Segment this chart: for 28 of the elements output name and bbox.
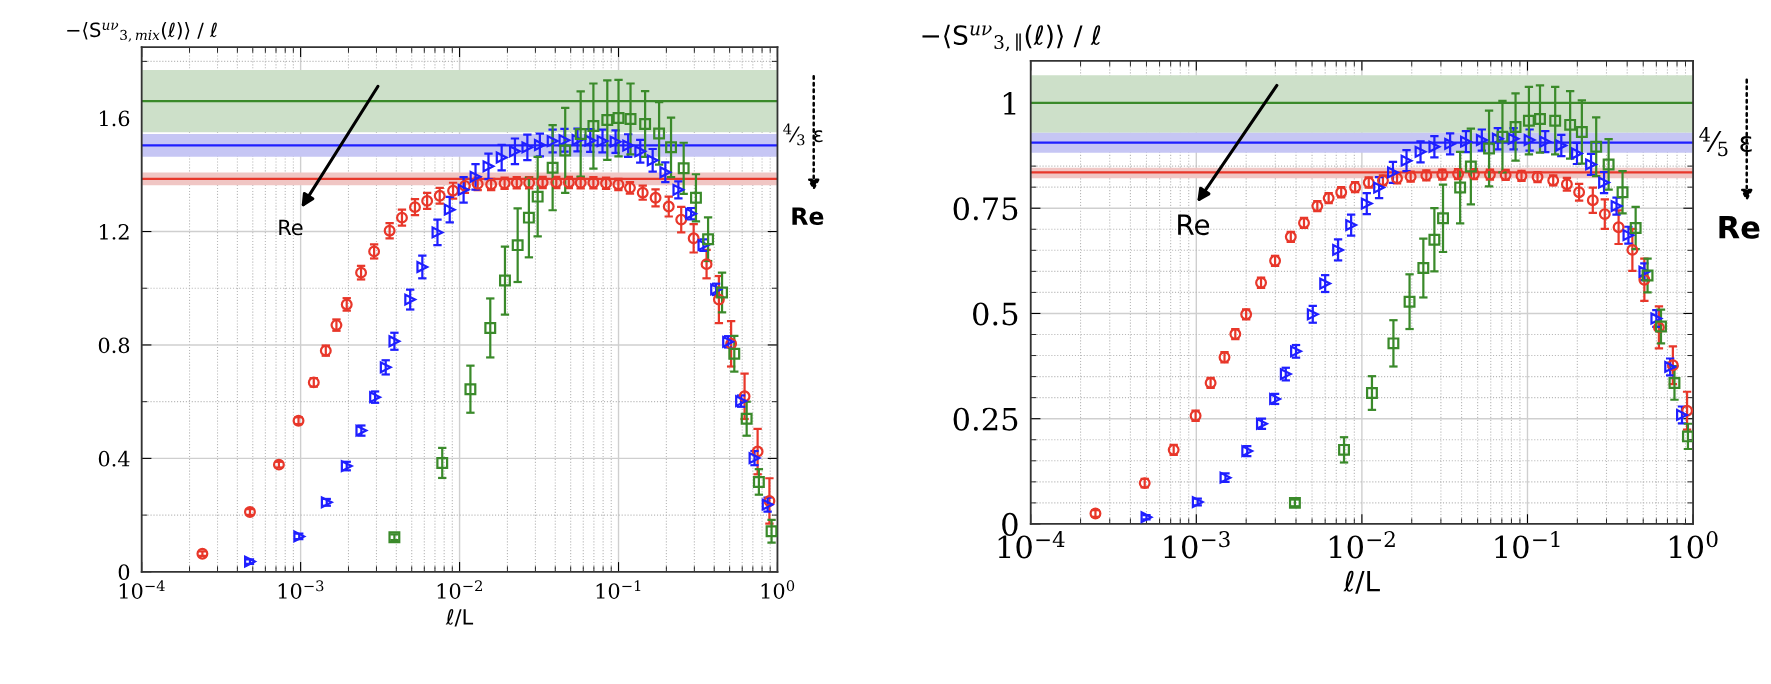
y-tick-label: 1.2 [99,223,129,240]
x-tick-label: 10$^{0}$ [1669,531,1718,559]
x-tick-label: 10$^{−3}$ [278,580,324,599]
x-tick-label: 10$^{0}$ [761,580,795,599]
y-tick-label: 0.25 [953,407,1018,431]
x-tick-label: 10$^{−1}$ [1495,531,1560,559]
y-tick-label: 0.4 [98,450,130,467]
text: Re [1719,216,1760,239]
y-axis-title: −⟨S$^{uν}$$_{3,mix}$(ℓ)⟩ / ℓ [67,22,217,42]
y-tick-label: 1.6 [99,110,130,127]
y-tick-label: 0.75 [953,197,1018,221]
x-tick-label: 10$^{−3}$ [1164,531,1230,559]
text: $^{4}$⁄$_{5}$ ε [1699,127,1752,157]
x-tick-label: 10$^{−2}$ [1329,531,1395,559]
x-axis-title: ℓ/L [445,609,474,627]
y-axis-title: −⟨S$^{uν}$$_{3,∥}$(ℓ)⟩ / ℓ [922,24,1101,52]
y-tick-label: 0 [118,564,130,581]
y-tick-label: 0.8 [98,337,130,354]
y-tick-label: 0.5 [973,302,1018,326]
x-tick-label: 10$^{−4}$ [119,580,165,599]
x-axis-title: ℓ/L [1343,570,1380,594]
annotation: Re [279,219,303,236]
x-tick-label: 10$^{−1}$ [596,580,641,599]
x-tick-label: 10$^{−2}$ [437,580,482,599]
text: $^{4}$⁄$_{3}$ ε [783,123,823,146]
annotation: Re [1178,214,1210,236]
y-tick-label: 1 [1003,91,1016,115]
text: Re [792,207,824,226]
